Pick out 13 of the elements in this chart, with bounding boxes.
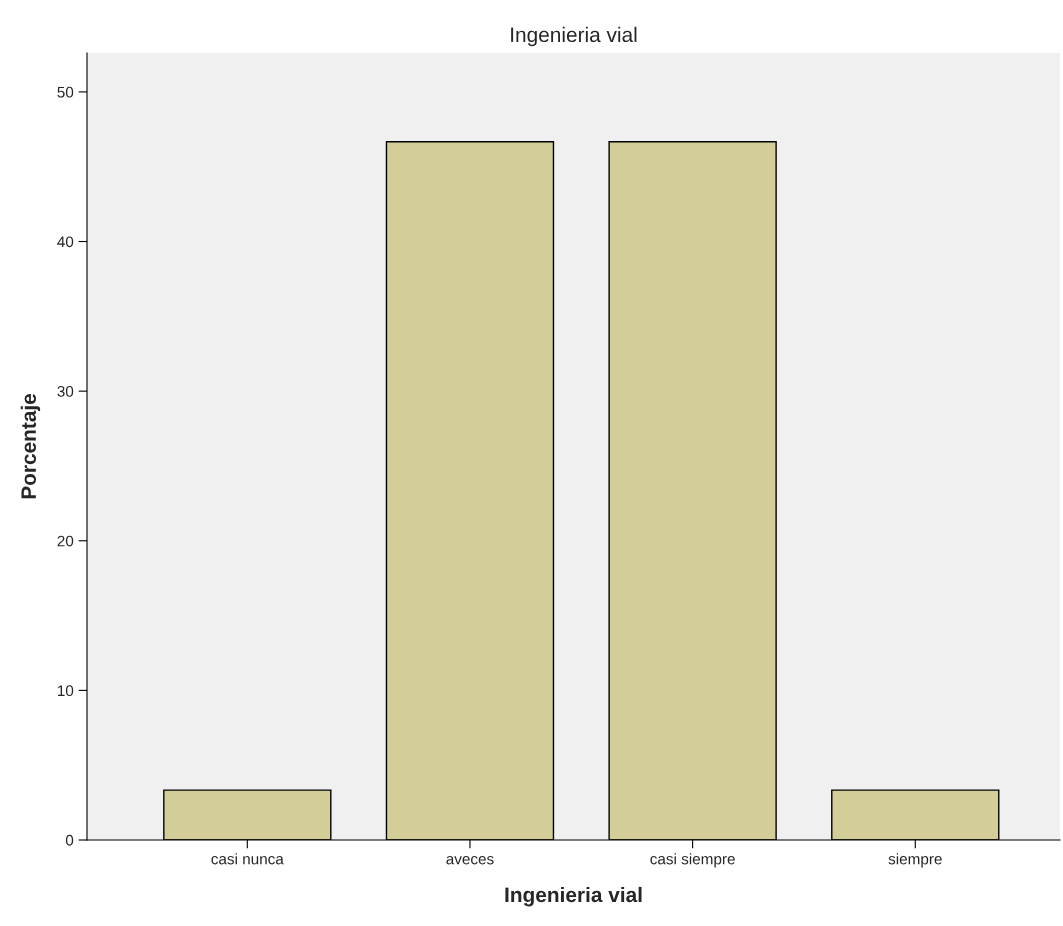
x-tick-label: aveces bbox=[446, 856, 494, 865]
y-tick-label: 0 bbox=[65, 834, 74, 846]
y-tick-label: 40 bbox=[57, 236, 74, 248]
x-axis-title: Ingenieria vial bbox=[505, 886, 642, 907]
y-tick-label: 20 bbox=[57, 535, 74, 547]
y-axis-title: Porcentaje bbox=[20, 393, 41, 499]
chart-title: Ingenieria vial bbox=[511, 26, 637, 47]
x-tick-label: casi siempre bbox=[650, 853, 735, 868]
y-tick-label: 50 bbox=[57, 86, 74, 98]
x-tick-label: casi nunca bbox=[211, 853, 284, 865]
y-tick-label: 30 bbox=[57, 386, 74, 397]
x-tick-label: siempre bbox=[888, 853, 942, 868]
y-tick-label: 10 bbox=[57, 685, 74, 697]
